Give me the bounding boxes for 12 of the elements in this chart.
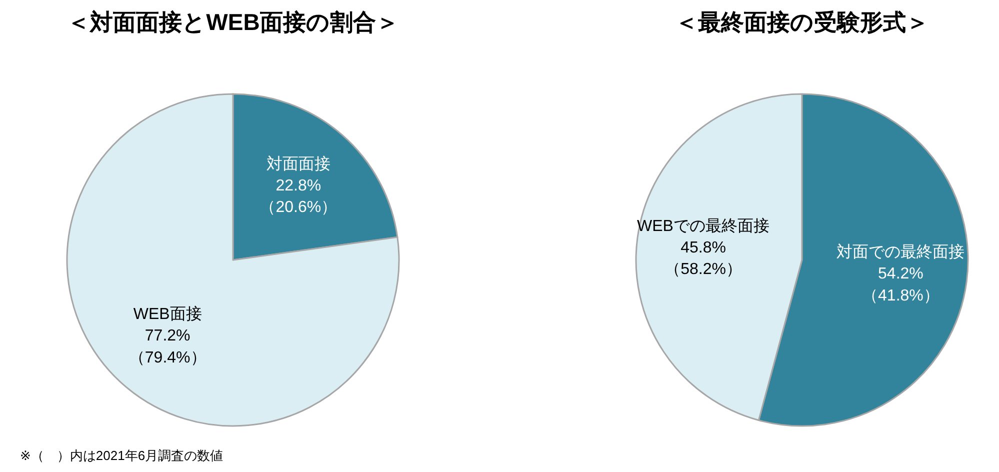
text: ※（ ）内は2021年6月調査の数値: [20, 448, 224, 463]
data-label: 22.8% （20.6%）: [260, 177, 338, 216]
chart-title: ＜対面面接とWEB面接の割合＞: [67, 9, 399, 35]
data-label: 54.2% （41.8%）: [862, 266, 940, 304]
slice-label: 対面面接: [266, 154, 330, 173]
data-label: 45.8% （58.2%）: [664, 239, 742, 278]
slice-label: WEB面接: [133, 305, 202, 324]
data-label: 77.2% （79.4%）: [128, 328, 206, 366]
slice-label: 対面での最終面接: [836, 243, 965, 262]
slice-label: WEBでの最終面接: [637, 216, 770, 235]
chart-title: ＜最終面接の受験形式＞: [675, 9, 929, 35]
pie-slice: [66, 93, 400, 427]
